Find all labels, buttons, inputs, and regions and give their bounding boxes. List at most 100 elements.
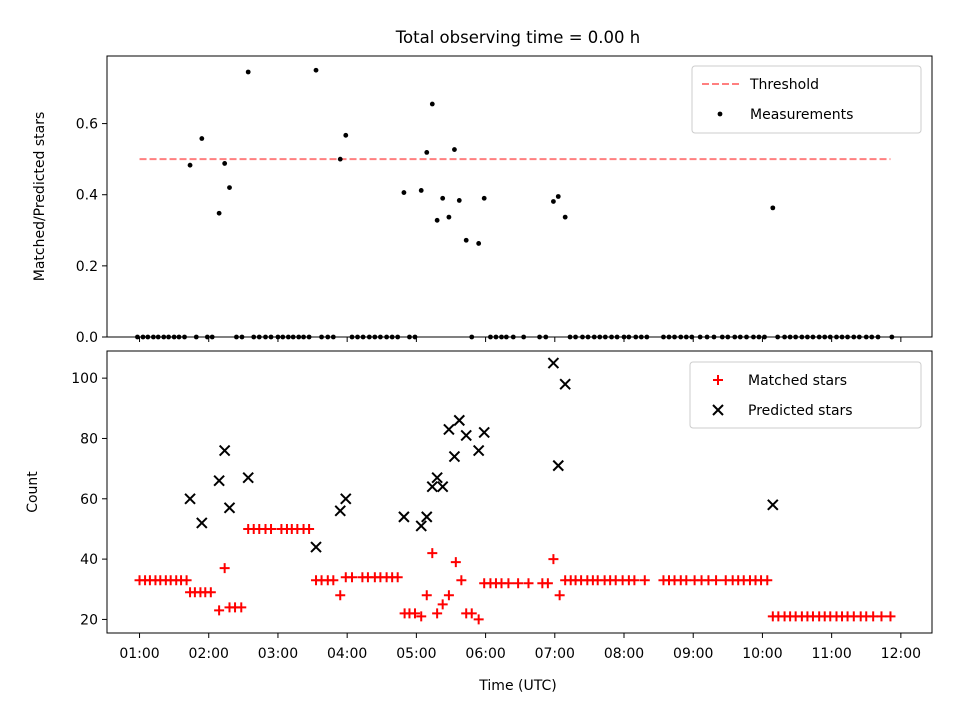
bottom-point — [304, 523, 315, 534]
bottom-point — [398, 511, 410, 523]
bottom-point — [513, 578, 524, 589]
bottom-point — [443, 590, 454, 601]
bottom-x-tick-label: 03:00 — [258, 646, 298, 662]
bottom-point — [436, 481, 449, 493]
bottom-x-tick-label: 09:00 — [673, 646, 713, 662]
bottom-point — [762, 575, 773, 586]
bottom-point — [432, 608, 443, 619]
bottom-series-matched-stars — [134, 523, 896, 625]
bottom-point — [472, 444, 485, 457]
top-point — [555, 194, 561, 199]
bottom-point — [478, 426, 490, 439]
bottom-point — [450, 557, 461, 568]
top-point — [187, 162, 193, 168]
top-legend: Threshold Measurements — [691, 65, 922, 134]
top-point — [456, 198, 462, 203]
bottom-point — [460, 429, 472, 442]
bottom-legend: Matched stars Predicted stars — [689, 361, 922, 429]
bottom-point — [542, 578, 553, 589]
top-point — [222, 161, 228, 166]
bottom-point — [219, 563, 230, 574]
top-point — [337, 156, 343, 162]
bottom-point — [416, 611, 427, 622]
top-point — [245, 69, 251, 75]
top-point — [434, 217, 440, 223]
bottom-point — [334, 505, 346, 517]
top-y-tick-label: 0.6 — [76, 117, 98, 133]
bottom-y-tick-label: 20 — [80, 612, 98, 628]
bottom-point — [392, 572, 403, 583]
top-plot: 0.0 0.2 0.4 0.6 Matched/Predicted stars Thres… — [32, 55, 933, 346]
bottom-axes-frame — [106, 350, 933, 634]
bottom-x-tick-label: 10:00 — [742, 646, 782, 662]
bottom-legend-label: Predicted stars — [748, 403, 853, 419]
top-legend-swatch — [717, 111, 723, 117]
bottom-point — [629, 575, 640, 586]
bottom-point — [223, 502, 236, 514]
bottom-point — [559, 378, 571, 390]
bottom-legend-label: Matched stars — [748, 373, 847, 389]
bottom-x-axis-label: Time (UTC) — [478, 678, 556, 694]
bottom-point — [503, 578, 514, 589]
bottom-x-tick-label: 05:00 — [396, 646, 436, 662]
top-point — [463, 237, 469, 243]
top-point — [227, 185, 232, 191]
top-point — [313, 67, 319, 73]
top-y-tick-label: 0.2 — [76, 259, 98, 275]
bottom-point — [242, 471, 254, 484]
bottom-point — [554, 590, 565, 601]
bottom-plot: 20 40 60 80 100 01:00 02:00 03:00 04:00 05:00 06:0… — [25, 350, 933, 662]
top-point — [770, 205, 776, 211]
bottom-y-tick-label: 80 — [80, 431, 98, 447]
bottom-point — [711, 575, 722, 586]
bottom-y-tick-label: 100 — [71, 371, 98, 387]
bottom-legend-swatch — [712, 404, 724, 416]
bottom-x-tick-label: 11:00 — [811, 646, 851, 662]
bottom-point — [427, 548, 438, 559]
bottom-x-tick-label: 01:00 — [119, 646, 159, 662]
bottom-point — [456, 575, 467, 586]
bottom-point — [347, 572, 358, 583]
bottom-point — [453, 414, 465, 427]
top-point — [476, 241, 482, 246]
bottom-point — [184, 493, 196, 505]
top-legend-label: Measurements — [750, 107, 853, 123]
bottom-point — [196, 517, 208, 529]
bottom-point — [547, 357, 560, 369]
top-axes-frame — [106, 55, 933, 338]
top-point — [429, 101, 435, 107]
top-point — [199, 136, 205, 141]
top-point — [452, 147, 457, 152]
top-y-tick-label: 0.4 — [76, 188, 98, 204]
bottom-point — [473, 614, 484, 625]
bottom-point — [523, 578, 534, 589]
bottom-point — [443, 423, 455, 436]
bottom-point — [426, 481, 439, 493]
bottom-point — [448, 450, 461, 463]
bottom-x-tick-label: 02:00 — [189, 646, 229, 662]
bottom-point — [181, 575, 192, 586]
bottom-point — [409, 608, 420, 619]
bottom-point — [310, 541, 322, 553]
top-point — [216, 210, 222, 216]
bottom-y-tick-label: 40 — [80, 552, 98, 568]
bottom-point — [340, 493, 352, 505]
bottom-point — [213, 474, 225, 487]
bottom-point — [218, 444, 231, 457]
bottom-x-tick-label: 08:00 — [604, 646, 644, 662]
bottom-point — [205, 587, 216, 598]
bottom-point — [328, 575, 339, 586]
bottom-point — [552, 459, 564, 472]
bottom-y-axis-label: Count — [25, 471, 41, 513]
bottom-point — [214, 605, 225, 616]
top-point — [446, 214, 452, 220]
top-point — [418, 188, 424, 193]
bottom-y-tick-label: 60 — [80, 492, 98, 508]
top-point — [401, 190, 407, 195]
bottom-point — [466, 608, 477, 619]
bottom-legend-box — [689, 361, 922, 429]
bottom-point — [885, 611, 896, 622]
bottom-point — [266, 523, 277, 534]
top-point — [481, 195, 487, 201]
